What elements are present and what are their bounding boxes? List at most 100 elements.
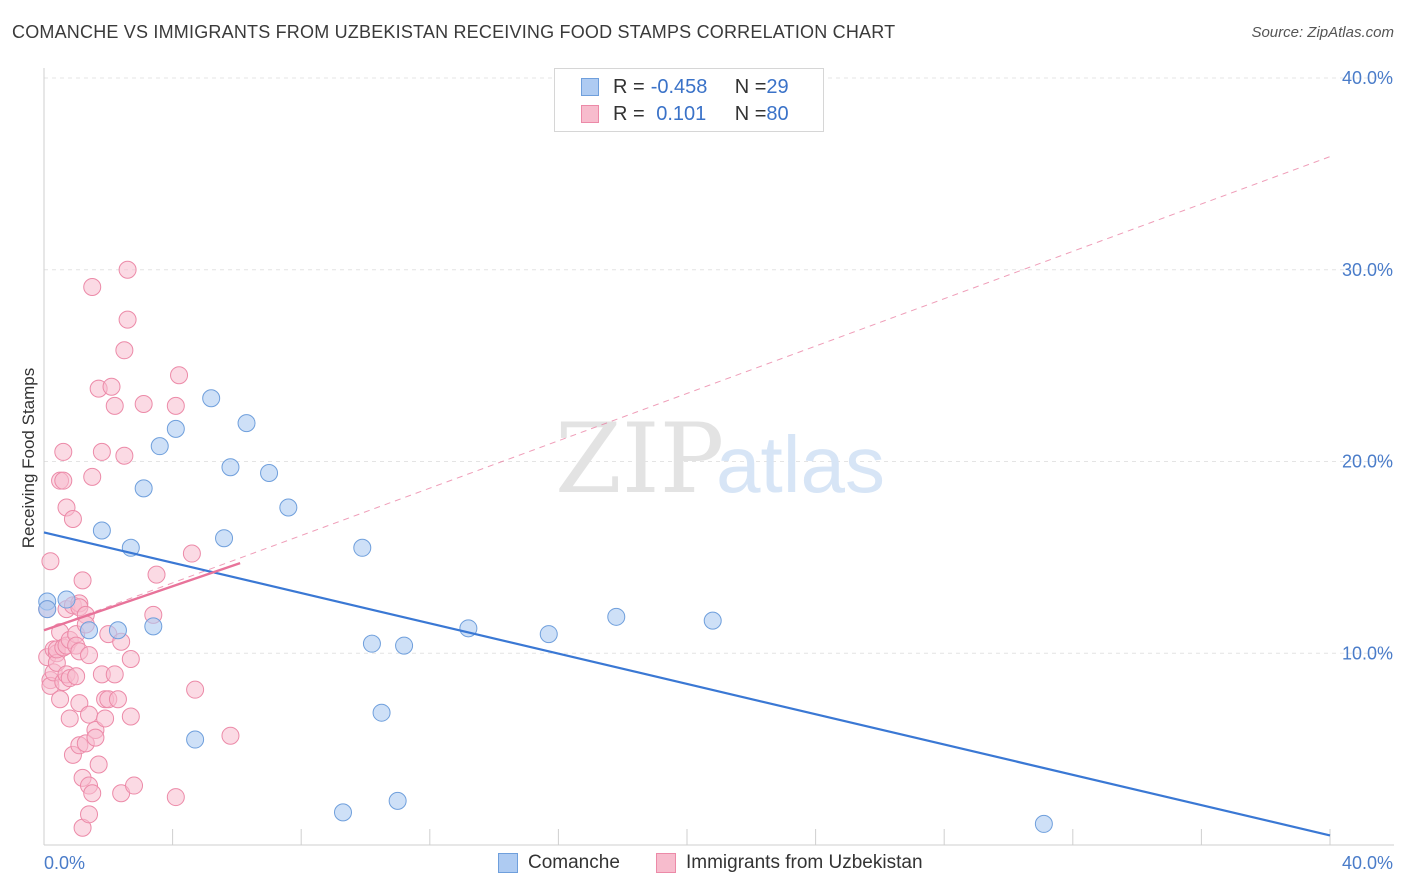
- uzbek-point: [186, 680, 205, 699]
- comanche-point: [186, 730, 205, 749]
- legend-item-label: Comanche: [528, 852, 620, 873]
- legend-item-label: Immigrants from Uzbekistan: [686, 852, 923, 873]
- comanche-point: [221, 458, 240, 477]
- uzbek-point: [102, 377, 121, 396]
- comanche-point: [92, 521, 111, 540]
- uzbek-point: [115, 341, 134, 360]
- uzbek-point: [70, 694, 89, 713]
- legend-r-label: R =: [613, 75, 645, 98]
- legend-n-value: 29: [766, 75, 789, 98]
- comanche-legend-swatch: [498, 853, 518, 873]
- watermark-atlas: atlas: [716, 420, 885, 509]
- uzbek-point: [83, 278, 102, 297]
- comanche-point: [150, 437, 169, 456]
- uzbek-point: [121, 707, 140, 726]
- comanche-point: [372, 703, 391, 722]
- uzbek-point: [170, 366, 189, 385]
- uzbek-point: [115, 446, 134, 465]
- uzbek-point: [67, 667, 86, 686]
- uzbek-point: [96, 709, 115, 728]
- uzbek-point: [166, 788, 185, 807]
- x-tick-label: 0.0%: [44, 853, 85, 873]
- legend-r-value: -0.458: [650, 75, 708, 98]
- uzbek-point: [54, 471, 73, 490]
- legend-item-comanche: Comanche: [498, 852, 620, 874]
- uzbek-point: [221, 726, 240, 745]
- uzbek-point: [80, 646, 99, 665]
- comanche-swatch: [581, 78, 599, 96]
- comanche-point: [395, 636, 414, 655]
- axes: [43, 68, 1394, 846]
- comanche-point: [279, 498, 298, 517]
- uzbek-point: [89, 755, 108, 774]
- uzbek-point: [125, 776, 144, 795]
- uzbek-point: [83, 784, 102, 803]
- correlation-legend: R = -0.458 N = 29 R = 0.101 N = 80: [554, 68, 824, 132]
- comanche-point: [166, 419, 185, 438]
- uzbek-point: [83, 467, 102, 486]
- y-tick-label: 40.0%: [1342, 68, 1393, 88]
- comanche-point: [333, 803, 352, 822]
- comanche-point: [1034, 814, 1053, 833]
- uzbek-point: [182, 544, 201, 563]
- watermark-zip: ZIP: [555, 403, 724, 515]
- comanche-point: [38, 600, 57, 619]
- uzbek-points: [38, 260, 240, 837]
- comanche-point: [260, 464, 279, 483]
- uzbek-trend-dashed: [43, 156, 1331, 631]
- source-label: Source: ZipAtlas.com: [1251, 24, 1394, 41]
- comanche-point: [237, 414, 256, 433]
- comanche-point: [144, 617, 163, 636]
- legend-r-value: 0.101: [650, 102, 707, 125]
- comanche-point: [57, 590, 76, 609]
- watermark: ZIP atlas: [555, 403, 885, 515]
- uzbek-point: [121, 650, 140, 669]
- uzbek-point: [105, 665, 124, 684]
- uzbek-point: [41, 552, 60, 571]
- comanche-point: [108, 621, 127, 640]
- y-tick-label: 30.0%: [1342, 260, 1393, 280]
- y-tick-label: 10.0%: [1342, 643, 1393, 663]
- uzbek-point: [118, 260, 137, 279]
- comanche-trend-line: [43, 531, 1331, 837]
- legend-item-uzbek: Immigrants from Uzbekistan: [656, 852, 923, 874]
- legend-row-comanche: R = -0.458 N = 29: [581, 75, 789, 99]
- uzbek-point: [108, 690, 127, 709]
- uzbek-point: [80, 705, 99, 724]
- uzbek-trend-line: [43, 561, 241, 632]
- legend-r-label: R =: [613, 102, 645, 125]
- comanche-point: [388, 791, 407, 810]
- uzbek-point: [54, 442, 73, 461]
- uzbek-point: [118, 310, 137, 329]
- y-tick-label: 20.0%: [1342, 452, 1393, 472]
- uzbek-point: [73, 571, 92, 590]
- y-axis-label: Receiving Food Stamps: [19, 368, 38, 548]
- comanche-point: [80, 621, 99, 640]
- legend-row-uzbek: R = 0.101 N = 80: [581, 102, 789, 126]
- comanche-point: [215, 529, 234, 548]
- legend-n-label: N =: [734, 102, 767, 125]
- gridlines: [44, 77, 1394, 654]
- uzbek-point: [51, 690, 70, 709]
- comanche-points: [38, 389, 1053, 833]
- comanche-point: [703, 611, 722, 630]
- uzbek-point: [166, 396, 185, 415]
- uzbek-point: [60, 709, 79, 728]
- comanche-point: [362, 634, 381, 653]
- uzbek-point: [80, 805, 99, 824]
- comanche-point: [134, 479, 153, 498]
- legend-n-label: N =: [734, 75, 767, 98]
- comanche-point: [353, 538, 372, 557]
- uzbek-point: [92, 442, 111, 461]
- uzbek-point: [105, 396, 124, 415]
- comanche-point: [539, 625, 558, 644]
- tick-labels: 10.0% 20.0% 30.0% 40.0% 0.0% 40.0%: [44, 68, 1393, 873]
- uzbek-point: [134, 394, 153, 413]
- comanche-point: [202, 389, 221, 408]
- x-tick-label: 40.0%: [1342, 853, 1393, 873]
- uzbek-point: [147, 565, 166, 584]
- uzbek-swatch: [581, 105, 599, 123]
- comanche-point: [607, 607, 626, 626]
- uzbek-point: [63, 510, 82, 529]
